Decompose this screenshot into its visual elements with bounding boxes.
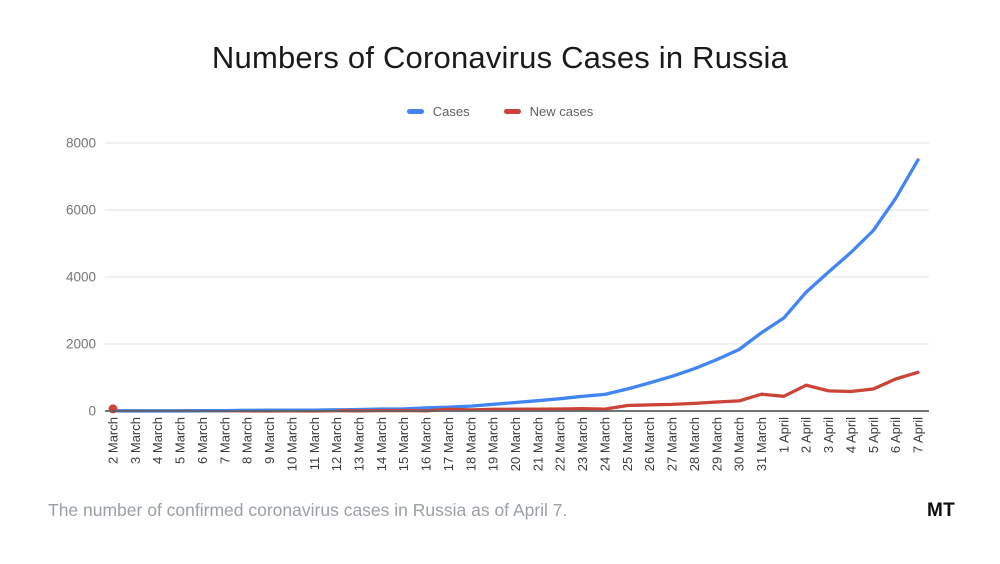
x-tick-label: 16 March xyxy=(419,417,434,471)
x-tick-label: 28 March xyxy=(687,417,702,471)
x-tick-label: 14 March xyxy=(374,417,389,471)
legend-item-cases: Cases xyxy=(406,104,470,119)
chart-caption: The number of confirmed coronavirus case… xyxy=(48,500,568,520)
cases-swatch-icon xyxy=(406,109,424,114)
x-tick-label: 26 March xyxy=(642,417,657,471)
x-tick-label: 25 March xyxy=(620,417,635,471)
x-tick-label: 27 March xyxy=(665,417,680,471)
y-tick-label: 6000 xyxy=(66,203,96,218)
x-tick-label: 29 March xyxy=(709,417,724,471)
y-tick-label: 0 xyxy=(88,404,96,419)
x-tick-label: 7 March xyxy=(217,417,232,464)
x-tick-label: 9 March xyxy=(262,417,277,464)
chart-title: Numbers of Coronavirus Cases in Russia xyxy=(211,40,789,75)
caption-row: The number of confirmed coronavirus case… xyxy=(48,500,955,522)
legend-item-new-cases: New cases xyxy=(503,104,594,119)
x-tick-label: 13 March xyxy=(352,417,367,471)
x-tick-label: 19 March xyxy=(486,417,501,471)
x-tick-label: 11 March xyxy=(307,417,322,470)
x-tick-label: 5 April xyxy=(866,417,881,453)
x-tick-label: 5 March xyxy=(173,417,188,464)
new-cases-swatch-icon xyxy=(503,109,521,114)
legend-label-new-cases: New cases xyxy=(529,104,594,119)
x-tick-label: 12 March xyxy=(329,417,344,471)
x-tick-label: 2 April xyxy=(799,417,814,453)
x-tick-label: 6 April xyxy=(888,417,903,453)
y-tick-label: 2000 xyxy=(66,337,96,352)
x-tick-label: 8 March xyxy=(240,417,255,464)
x-tick-label: 15 March xyxy=(396,417,411,471)
x-tick-label: 10 March xyxy=(284,417,299,471)
cases-line xyxy=(111,158,920,413)
legend-label-cases: Cases xyxy=(432,104,470,119)
x-tick-label: 22 March xyxy=(553,417,568,471)
moscow-times-logo: MT xyxy=(926,500,955,521)
x-tick-label: 24 March xyxy=(597,417,612,471)
x-tick-label: 3 April xyxy=(821,417,836,453)
x-tick-label: 30 March xyxy=(732,417,747,471)
x-tick-label: 1 April xyxy=(776,417,791,453)
x-tick-label: 31 March xyxy=(754,417,769,471)
x-tick-label: 3 March xyxy=(128,417,143,464)
x-tick-label: 21 March xyxy=(530,417,545,471)
legend: Cases New cases xyxy=(0,104,1000,119)
x-tick-label: 18 March xyxy=(463,417,478,471)
x-tick-label: 20 March xyxy=(508,417,523,471)
x-tick-label: 7 April xyxy=(911,417,926,453)
x-tick-label: 17 March xyxy=(441,417,456,471)
x-tick-label: 23 March xyxy=(575,417,590,471)
new-cases-line xyxy=(111,370,920,413)
y-tick-label: 8000 xyxy=(66,136,96,151)
x-tick-label: 6 March xyxy=(195,417,210,464)
x-tick-label: 4 April xyxy=(843,417,858,453)
x-tick-label: 2 March xyxy=(106,417,121,464)
y-tick-label: 4000 xyxy=(66,270,96,285)
new-cases-start-point xyxy=(108,404,118,414)
x-tick-label: 4 March xyxy=(150,417,165,464)
